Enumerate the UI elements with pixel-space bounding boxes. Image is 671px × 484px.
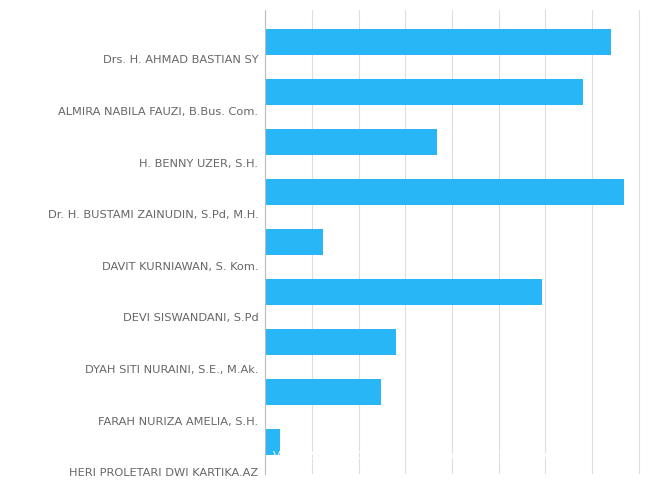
- Text: Versi: 21 Feb 2024 09:01:06  Progress: 21064 dari 25825 TPS (81.56%): Versi: 21 Feb 2024 09:01:06 Progress: 21…: [273, 451, 669, 461]
- Bar: [265, 29, 611, 55]
- Text: H. BENNY UZER, S.H.: H. BENNY UZER, S.H.: [140, 159, 258, 168]
- Text: DAVIT KURNIAWAN, S. Kom.: DAVIT KURNIAWAN, S. Kom.: [102, 262, 258, 272]
- Text: FARAH NURIZA AMELIA, S.H.: FARAH NURIZA AMELIA, S.H.: [98, 417, 258, 427]
- Bar: [265, 379, 381, 405]
- Text: Dr. H. BUSTAMI ZAINUDIN, S.Pd, M.H.: Dr. H. BUSTAMI ZAINUDIN, S.Pd, M.H.: [48, 210, 258, 220]
- Text: DYAH SITI NURAINI, S.E., M.Ak.: DYAH SITI NURAINI, S.E., M.Ak.: [85, 365, 258, 375]
- Bar: [265, 179, 624, 205]
- Text: DEVI SISWANDANI, S.Pd: DEVI SISWANDANI, S.Pd: [123, 314, 258, 323]
- Bar: [265, 429, 280, 455]
- Bar: [265, 129, 437, 155]
- Bar: [265, 279, 541, 305]
- Text: Drs. H. AHMAD BASTIAN SY: Drs. H. AHMAD BASTIAN SY: [103, 55, 258, 65]
- Bar: [265, 229, 323, 255]
- Bar: [265, 329, 396, 355]
- Bar: [265, 79, 583, 105]
- Text: HERI PROLETARI DWI KARTIKA.AZ: HERI PROLETARI DWI KARTIKA.AZ: [69, 469, 258, 478]
- Text: ALMIRA NABILA FAUZI, B.Bus. Com.: ALMIRA NABILA FAUZI, B.Bus. Com.: [58, 107, 258, 117]
